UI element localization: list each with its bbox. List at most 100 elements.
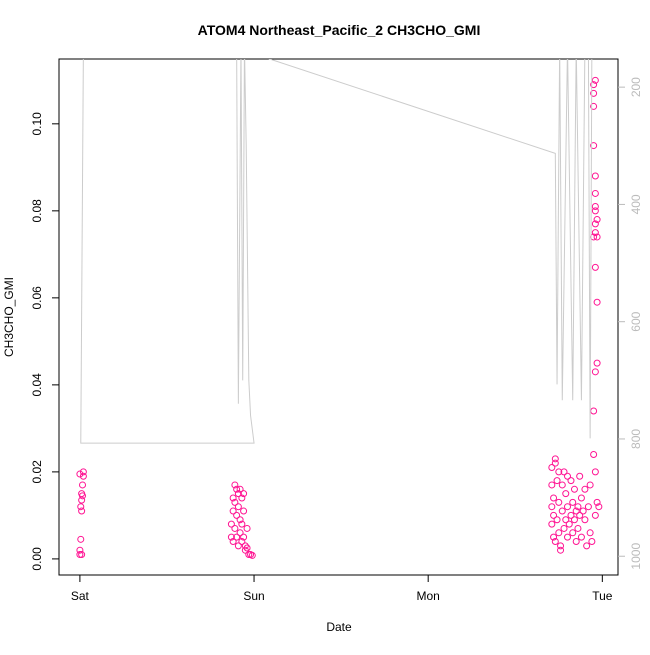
data-point (591, 76, 599, 84)
data-point (565, 520, 573, 528)
data-point (548, 503, 556, 511)
data-point (238, 494, 246, 502)
data-point (240, 507, 248, 515)
data-point (591, 207, 599, 215)
data-point (233, 533, 241, 541)
data-point (229, 507, 237, 515)
data-point (591, 229, 599, 237)
data-point (563, 472, 571, 480)
y-tick-label: 0.10 (30, 112, 44, 136)
data-point (79, 472, 87, 480)
data-point (553, 516, 561, 524)
data-point (233, 485, 241, 493)
data-point (591, 202, 599, 210)
data-point (550, 511, 558, 519)
y-tick-label: 0.06 (30, 286, 44, 310)
data-point (240, 490, 248, 498)
data-point (236, 516, 244, 524)
data-point (562, 516, 570, 524)
data-point (78, 490, 86, 498)
data-point (238, 520, 246, 528)
pressure-line (80, 59, 593, 444)
data-point (593, 498, 601, 506)
data-point (551, 537, 559, 545)
y-tick-label: 0.00 (30, 547, 44, 571)
data-point (563, 533, 571, 541)
x-tick-label: Tue (592, 589, 613, 603)
data-point (548, 481, 556, 489)
data-point (590, 89, 598, 97)
data-point (590, 102, 598, 110)
data-point (553, 477, 561, 485)
data-point (557, 542, 565, 550)
data-point (591, 189, 599, 197)
data-point (227, 533, 235, 541)
data-point (78, 507, 86, 515)
data-point (583, 542, 591, 550)
data-point (560, 468, 568, 476)
data-point (231, 524, 239, 532)
data-point (234, 542, 242, 550)
data-point (231, 481, 239, 489)
data-point (550, 533, 558, 541)
data-point (243, 544, 251, 552)
data-point (591, 468, 599, 476)
y2-tick-label: 400 (629, 194, 643, 214)
y2-tick-label: 600 (629, 311, 643, 331)
x-axis-label: Date (326, 620, 352, 634)
data-point (77, 535, 85, 543)
plot-frame (58, 58, 619, 576)
data-point (78, 496, 86, 504)
data-point (557, 546, 565, 554)
y2-tick-label: 200 (629, 77, 643, 97)
y2-tick-label: 800 (629, 429, 643, 449)
data-point (562, 490, 570, 498)
data-point (78, 551, 86, 559)
y-axis-label: CH3CHO_GMI (2, 277, 16, 357)
data-point (555, 498, 563, 506)
data-point (236, 529, 244, 537)
data-point (591, 511, 599, 519)
data-point (234, 503, 242, 511)
data-point (233, 511, 241, 519)
data-point (236, 485, 244, 493)
data-point (590, 407, 598, 415)
data-point (593, 216, 601, 224)
data-point (243, 524, 251, 532)
data-point (229, 537, 237, 545)
data-point (551, 459, 559, 467)
y2-tick-label: 1000 (629, 543, 643, 570)
data-point (241, 546, 249, 554)
data-point (590, 81, 598, 89)
data-point (238, 537, 246, 545)
data-point (248, 551, 256, 559)
data-point (570, 516, 578, 524)
data-point (576, 472, 584, 480)
data-point (593, 298, 601, 306)
x-tick-label: Sat (71, 589, 90, 603)
data-point (570, 485, 578, 493)
data-point (584, 503, 592, 511)
data-point (591, 263, 599, 271)
data-point (550, 494, 558, 502)
data-point (240, 533, 248, 541)
data-point (551, 455, 559, 463)
data-point (590, 450, 598, 458)
data-point (567, 477, 575, 485)
x-tick-label: Sun (243, 589, 264, 603)
data-point (593, 359, 601, 367)
data-point (593, 233, 601, 241)
data-point (241, 542, 249, 550)
data-point (76, 470, 84, 478)
data-point (591, 172, 599, 180)
data-point (590, 142, 598, 150)
data-point (579, 507, 587, 515)
data-point (586, 481, 594, 489)
data-point (77, 503, 85, 511)
data-point (560, 524, 568, 532)
y-tick-label: 0.08 (30, 199, 44, 223)
data-point (567, 511, 575, 519)
data-point (572, 537, 580, 545)
data-point (572, 507, 580, 515)
data-point (581, 485, 589, 493)
